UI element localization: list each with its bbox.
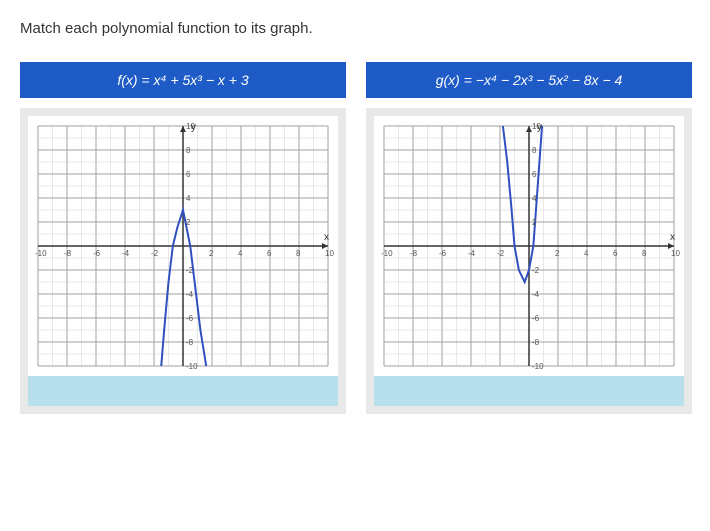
svg-text:-4: -4 [468,249,476,258]
svg-text:-4: -4 [532,290,540,299]
instruction-text: Match each polynomial function to its gr… [20,20,690,37]
svg-text:-10: -10 [35,249,47,258]
svg-text:6: 6 [613,249,618,258]
svg-text:8: 8 [296,249,301,258]
formula-bar-1[interactable]: f(x) = x⁴ + 5x³ − x + 3 [20,62,346,98]
svg-text:8: 8 [532,146,537,155]
svg-text:-2: -2 [151,249,159,258]
svg-text:2: 2 [186,218,191,227]
svg-text:8: 8 [186,146,191,155]
svg-text:-6: -6 [93,249,101,258]
graph-2: -10-8-6-4-2246810-10-8-6-4-2246810yx [374,116,684,376]
svg-text:-2: -2 [532,266,540,275]
svg-text:8: 8 [642,249,647,258]
svg-text:-10: -10 [186,362,198,371]
svg-text:-4: -4 [122,249,130,258]
svg-text:-8: -8 [186,338,194,347]
svg-text:2: 2 [555,249,560,258]
graph-container-2: -10-8-6-4-2246810-10-8-6-4-2246810yx [366,108,692,414]
svg-text:x: x [670,232,675,243]
svg-text:-6: -6 [532,314,540,323]
svg-text:4: 4 [186,194,191,203]
svg-text:-8: -8 [410,249,418,258]
svg-text:4: 4 [238,249,243,258]
problem-2: g(x) = −x⁴ − 2x³ − 5x² − 8x − 4 -10 -8 -6 -… [366,62,692,414]
svg-text:-6: -6 [439,249,447,258]
answer-dropzone-1[interactable] [28,376,338,406]
svg-text:4: 4 [584,249,589,258]
svg-text:-10: -10 [381,249,393,258]
graph-container-1: -10-8-6-4-2246810-10-8-6-4-2246810yx [20,108,346,414]
formula-bar-2[interactable]: g(x) = −x⁴ − 2x³ − 5x² − 8x − 4 [366,62,692,98]
graph-svg-2: -10-8-6-4-2246810-10-8-6-4-2246810yx [374,116,684,376]
problem-1: f(x) = x⁴ + 5x³ − x + 3 -10 -8 -6 -4 -2 2 4 6 8 1… [20,62,346,414]
svg-text:2: 2 [532,218,537,227]
graph-1: -10-8-6-4-2246810-10-8-6-4-2246810yx [28,116,338,376]
svg-text:y: y [537,122,542,133]
svg-text:-2: -2 [497,249,505,258]
svg-text:-10: -10 [532,362,544,371]
svg-text:10: 10 [325,249,334,258]
svg-text:2: 2 [209,249,214,258]
svg-text:4: 4 [532,194,537,203]
answer-dropzone-2[interactable] [374,376,684,406]
svg-text:10: 10 [671,249,680,258]
problems-container: f(x) = x⁴ + 5x³ − x + 3 -10 -8 -6 -4 -2 2 4 6 8 1… [20,62,690,414]
svg-text:-8: -8 [532,338,540,347]
svg-text:-6: -6 [186,314,194,323]
svg-text:-4: -4 [186,290,194,299]
svg-text:6: 6 [267,249,272,258]
svg-text:x: x [324,232,329,243]
svg-text:-8: -8 [64,249,72,258]
svg-text:y: y [191,122,196,133]
svg-text:6: 6 [532,170,537,179]
svg-text:-2: -2 [186,266,194,275]
graph-svg-1: -10-8-6-4-2246810-10-8-6-4-2246810yx [28,116,338,376]
svg-text:6: 6 [186,170,191,179]
